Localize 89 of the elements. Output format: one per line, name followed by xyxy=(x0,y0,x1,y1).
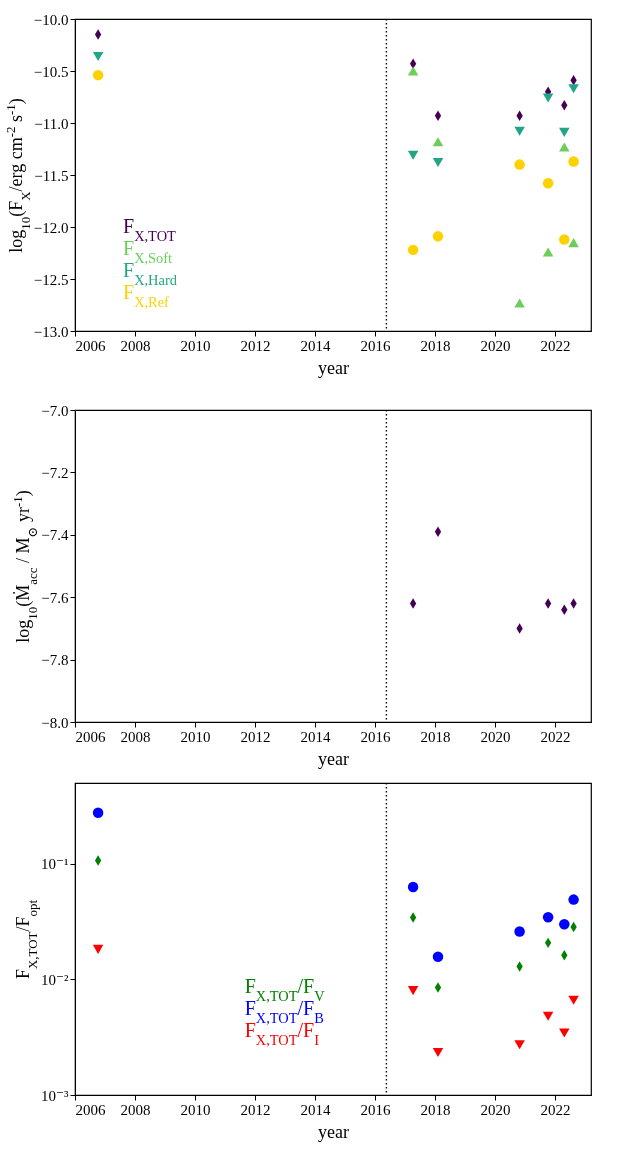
y-tick-label: −11.0 xyxy=(34,115,69,132)
point xyxy=(514,126,525,136)
point xyxy=(432,1047,444,1058)
point xyxy=(568,894,579,905)
x-tick-label: 2006 xyxy=(75,337,106,354)
x-tick-label: 2020 xyxy=(480,728,511,745)
point xyxy=(407,150,419,160)
point xyxy=(568,995,579,1005)
point xyxy=(434,526,442,537)
x-tick-label: 2014 xyxy=(300,728,331,745)
x-tick-label: 2020 xyxy=(480,1101,511,1118)
x-axis-title: year xyxy=(318,357,349,378)
x-tick-label: 2008 xyxy=(120,337,151,354)
point xyxy=(542,1011,554,1021)
point xyxy=(92,807,104,819)
x-tick-label: 2010 xyxy=(180,1101,211,1118)
point xyxy=(559,1028,570,1038)
x-tick-label: 2018 xyxy=(420,337,451,354)
point xyxy=(559,142,570,152)
y-tick-label: −7.0 xyxy=(41,402,69,419)
point xyxy=(432,951,444,962)
y-tick-label: −7.8 xyxy=(41,652,69,669)
point xyxy=(559,234,570,245)
point xyxy=(92,944,104,954)
x-tick-label: 2006 xyxy=(75,1101,106,1118)
point xyxy=(432,157,444,168)
point xyxy=(92,69,104,81)
point xyxy=(514,159,525,170)
point xyxy=(514,926,525,937)
point xyxy=(542,178,554,189)
y-tick-label: −11.5 xyxy=(34,167,69,184)
x-tick-label: 2018 xyxy=(420,1101,451,1118)
point xyxy=(409,912,417,923)
x-tick-label: 2018 xyxy=(420,728,451,745)
x-tick-label: 2010 xyxy=(180,728,211,745)
point xyxy=(407,66,419,76)
x-axis-title: year xyxy=(318,1121,349,1142)
x-tick-label: 2014 xyxy=(300,337,331,354)
point xyxy=(432,231,444,242)
x-tick-label: 2012 xyxy=(240,337,271,354)
y-tick-label: −10.5 xyxy=(33,63,69,80)
y-tick-label: −7.6 xyxy=(41,589,69,606)
point xyxy=(568,238,579,248)
x-tick-label: 2016 xyxy=(360,337,391,354)
y-tick-label: −7.2 xyxy=(41,464,69,481)
point xyxy=(94,855,102,866)
x-tick-label: 2006 xyxy=(75,728,106,745)
point xyxy=(409,58,417,69)
point xyxy=(94,29,102,40)
y-tick-label: −8.0 xyxy=(41,714,69,731)
x-axis-title: year xyxy=(318,748,349,769)
x-tick-label: 2014 xyxy=(300,1101,331,1118)
point xyxy=(542,93,554,103)
point xyxy=(559,919,570,930)
y-tick-label: 10⁻² xyxy=(41,971,69,988)
x-tick-label: 2008 xyxy=(120,728,151,745)
point xyxy=(514,1040,525,1050)
x-tick-label: 2016 xyxy=(360,728,391,745)
point xyxy=(559,127,570,137)
x-tick-label: 2012 xyxy=(240,728,271,745)
y-tick-label: −12.0 xyxy=(33,219,69,236)
y-tick-label: 10⁻¹ xyxy=(41,856,69,873)
x-tick-label: 2016 xyxy=(360,1101,391,1118)
point xyxy=(92,51,104,61)
y-tick-label: −12.5 xyxy=(33,271,69,288)
y-tick-label: −13.0 xyxy=(33,323,69,340)
point xyxy=(407,986,419,996)
y-tick-label: −10.0 xyxy=(33,11,69,28)
x-tick-label: 2008 xyxy=(120,1101,151,1118)
y-tick-label: 10⁻³ xyxy=(41,1087,69,1104)
point xyxy=(407,244,419,256)
point xyxy=(409,598,417,609)
point xyxy=(568,156,579,167)
x-tick-label: 2022 xyxy=(540,728,571,745)
x-tick-label: 2022 xyxy=(540,337,571,354)
x-tick-label: 2022 xyxy=(540,1101,571,1118)
point xyxy=(432,137,444,147)
point xyxy=(542,911,554,923)
point xyxy=(434,110,442,121)
point xyxy=(542,247,554,257)
x-tick-label: 2020 xyxy=(480,337,511,354)
point xyxy=(434,982,442,993)
x-tick-label: 2012 xyxy=(240,1101,271,1118)
point xyxy=(544,598,552,609)
x-tick-label: 2010 xyxy=(180,337,211,354)
point xyxy=(568,84,579,94)
point xyxy=(514,298,525,308)
y-tick-label: −7.4 xyxy=(41,527,69,544)
point xyxy=(407,881,419,893)
